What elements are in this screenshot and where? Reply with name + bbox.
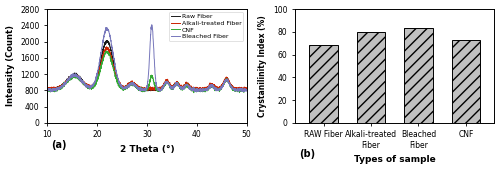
Raw Fiber [104, 39, 110, 41]
Bleached Fiber [202, 89, 207, 91]
CNF [191, 92, 197, 94]
Text: (a): (a) [51, 140, 66, 150]
Bleached Fiber [244, 89, 250, 91]
CNF [238, 89, 244, 91]
X-axis label: Types of sample: Types of sample [354, 155, 436, 164]
Bleached Fiber [44, 88, 50, 90]
CNF [244, 89, 250, 91]
Bleached Fiber [136, 87, 142, 89]
Bleached Fiber [149, 24, 155, 26]
CNF [136, 88, 142, 90]
Y-axis label: Intensity (Count): Intensity (Count) [6, 26, 15, 106]
Raw Fiber [44, 87, 50, 89]
Line: Raw Fiber: Raw Fiber [47, 40, 246, 91]
Raw Fiber [238, 88, 244, 90]
Raw Fiber [54, 87, 60, 89]
Bar [404, 28, 432, 123]
Alkali-treated Fiber [54, 87, 60, 89]
Bar [452, 40, 480, 123]
Raw Fiber [136, 86, 142, 88]
Line: CNF: CNF [47, 51, 246, 93]
Legend: Raw Fiber, Alkali-treated Fiber, CNF, Bleached Fiber: Raw Fiber, Alkali-treated Fiber, CNF, Bl… [168, 12, 244, 41]
CNF [141, 89, 147, 91]
Bleached Fiber [141, 89, 147, 91]
CNF [238, 90, 244, 92]
Raw Fiber [244, 89, 250, 91]
Text: (b): (b) [299, 149, 315, 159]
Alkali-treated Fiber [192, 90, 198, 92]
Alkali-treated Fiber [244, 87, 250, 89]
Line: Bleached Fiber: Bleached Fiber [47, 25, 246, 92]
CNF [202, 89, 207, 91]
Line: Alkali-treated Fiber: Alkali-treated Fiber [47, 47, 246, 91]
Y-axis label: Crystanilinity Index (%): Crystanilinity Index (%) [258, 15, 268, 117]
Alkali-treated Fiber [104, 46, 110, 48]
Raw Fiber [238, 89, 244, 91]
Raw Fiber [202, 88, 207, 90]
Bleached Fiber [192, 91, 198, 93]
CNF [44, 90, 50, 92]
Bleached Fiber [54, 88, 60, 90]
Bar [357, 32, 385, 123]
Raw Fiber [142, 87, 148, 89]
Alkali-treated Fiber [238, 89, 244, 91]
CNF [102, 50, 108, 52]
Bleached Fiber [238, 90, 244, 92]
CNF [54, 89, 60, 91]
Alkali-treated Fiber [44, 87, 50, 89]
Alkali-treated Fiber [202, 87, 207, 89]
Bleached Fiber [238, 89, 244, 91]
Bar [310, 45, 338, 123]
Raw Fiber [46, 90, 52, 92]
Alkali-treated Fiber [136, 86, 142, 88]
Alkali-treated Fiber [238, 87, 244, 89]
Alkali-treated Fiber [141, 89, 147, 91]
X-axis label: 2 Theta (°): 2 Theta (°) [120, 145, 174, 154]
